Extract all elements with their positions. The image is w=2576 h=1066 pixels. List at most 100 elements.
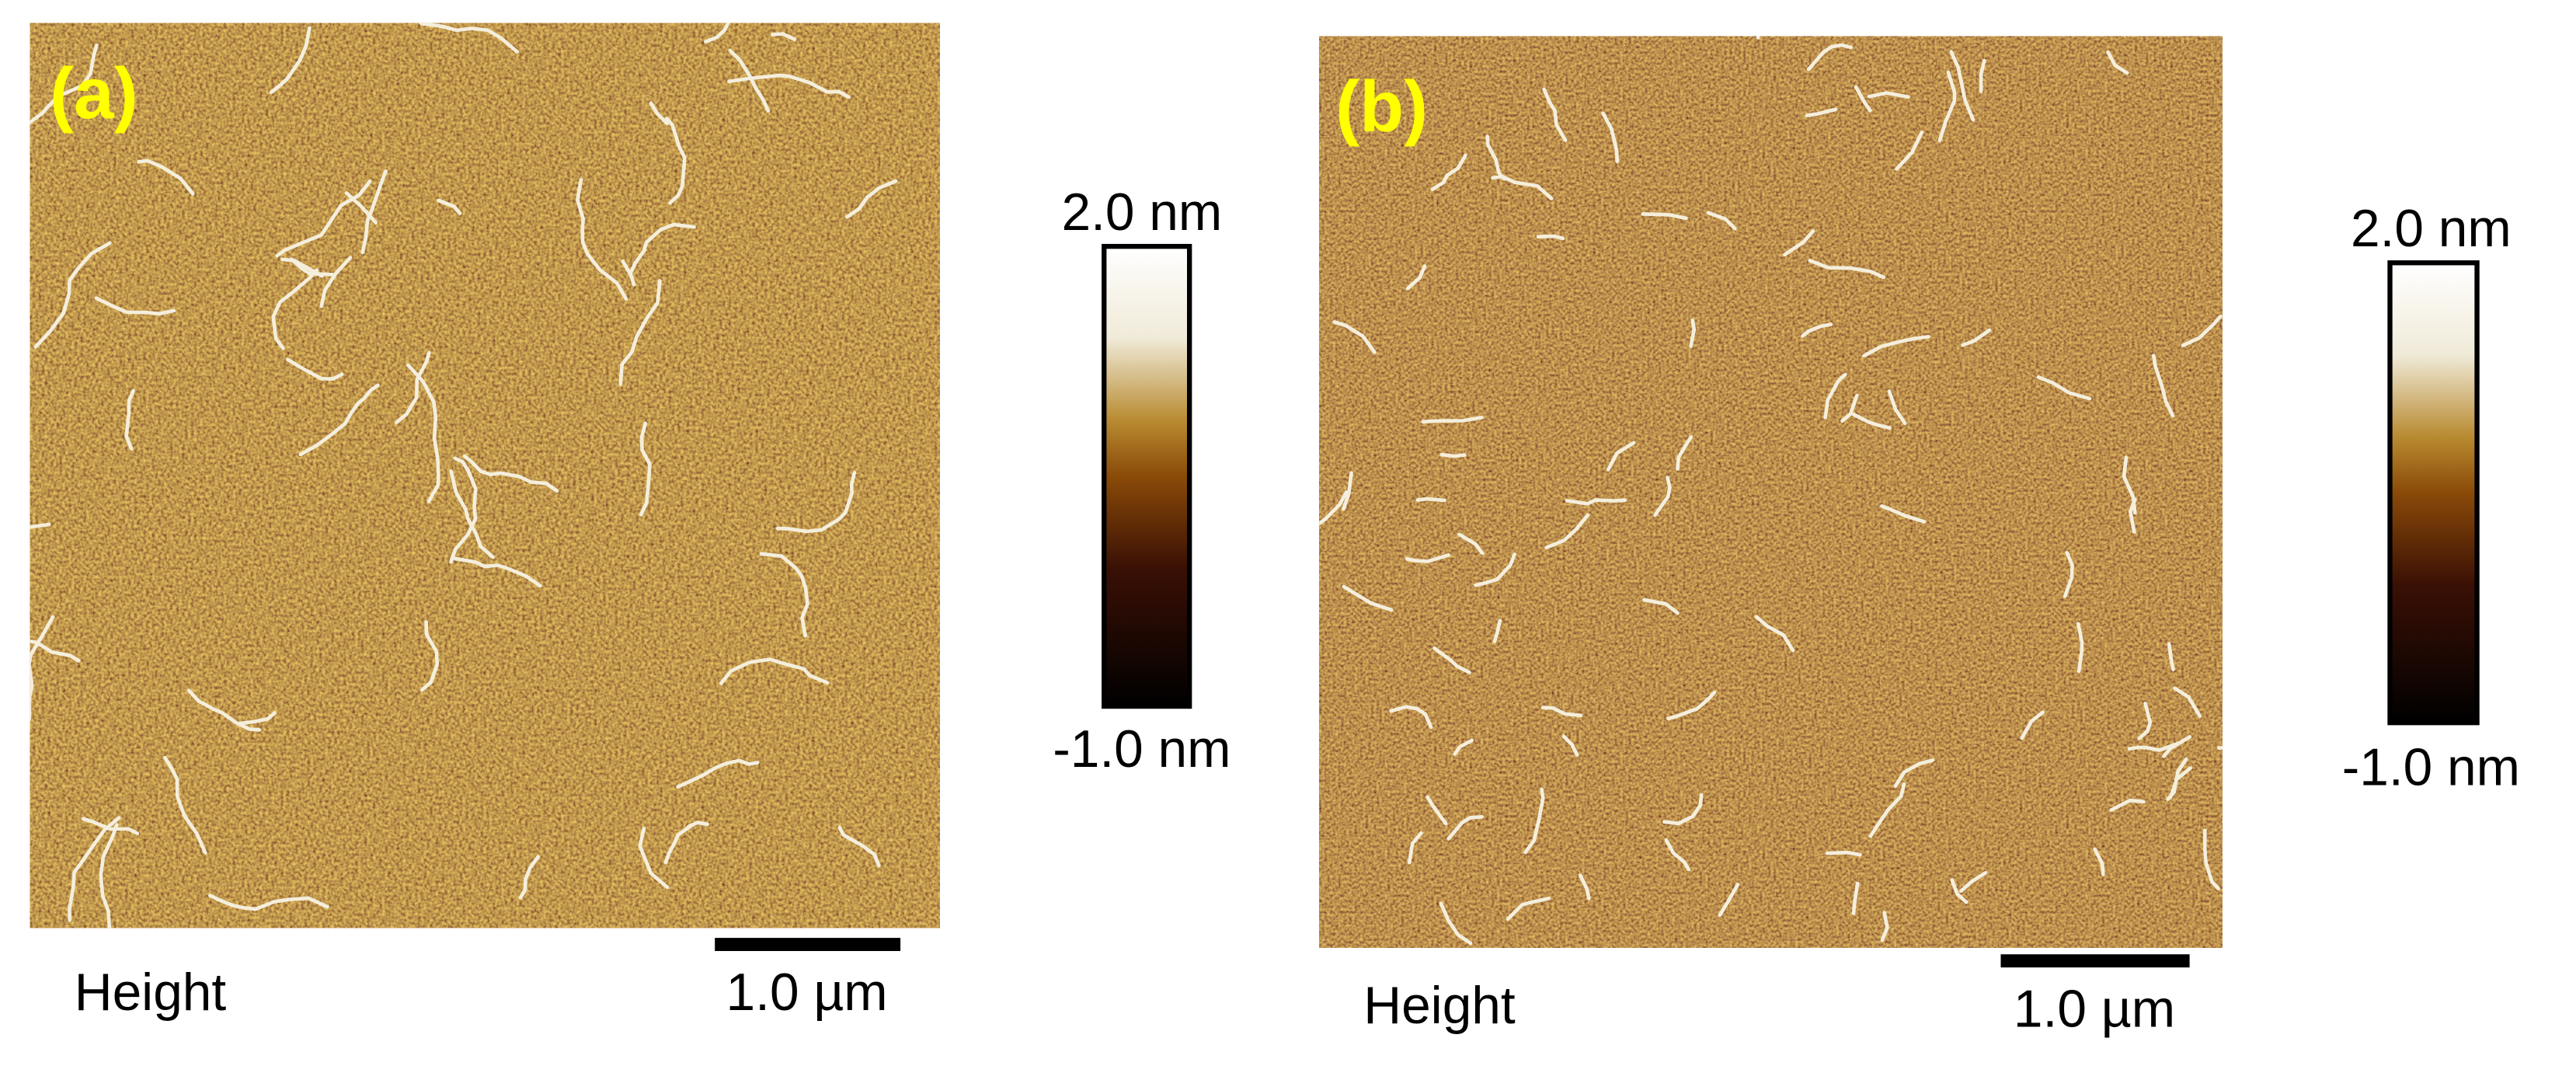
fiber (1851, 881, 1860, 915)
fiber (1880, 504, 1927, 524)
fiber (1666, 690, 1717, 721)
fiber (1949, 50, 1976, 122)
fiber (1492, 618, 1502, 643)
fiber (94, 296, 176, 316)
fiber (81, 817, 140, 835)
fiber (33, 241, 112, 349)
fiber (1540, 705, 1583, 718)
fiber (649, 101, 670, 126)
fiber (2166, 757, 2188, 802)
afm-image (1319, 36, 2223, 948)
fiber (2106, 50, 2129, 75)
fiber (1895, 131, 1924, 171)
fiber (1806, 43, 1854, 71)
fiber (1862, 335, 1930, 358)
fiber (30, 615, 55, 723)
fiber (1606, 441, 1636, 472)
fiber (1601, 111, 1620, 164)
fiber (1854, 85, 1872, 113)
colorbar-max: 2.0 nm (1061, 183, 1222, 242)
fiber (449, 456, 478, 564)
fiber (1756, 36, 1760, 40)
fiber (163, 755, 207, 855)
height-label: Height (1363, 977, 1516, 1035)
fiber (1474, 552, 1517, 587)
fiber (269, 26, 312, 95)
fiber (1783, 229, 1815, 256)
colorbar (1102, 243, 1192, 709)
fiber (621, 259, 636, 287)
fiber (2202, 828, 2220, 891)
fiber (68, 816, 121, 922)
fiber (1800, 322, 1833, 338)
fiber (1523, 787, 1545, 855)
scale-bar (715, 938, 901, 952)
fiber (1642, 597, 1680, 615)
fiber (406, 363, 440, 503)
fiber (1676, 435, 1694, 471)
fiber (1823, 372, 1847, 420)
fiber (1641, 212, 1688, 221)
fiber (1342, 471, 1353, 511)
fiber (1432, 646, 1471, 674)
fiber (2167, 642, 2175, 672)
fiber (1867, 91, 1910, 99)
fiber (1446, 814, 1484, 841)
fiber (2151, 354, 2175, 418)
fiber (1808, 258, 1886, 280)
fiber (1937, 70, 1957, 143)
fiber (1544, 513, 1590, 550)
fiber (360, 169, 388, 255)
fiber (2093, 847, 2105, 876)
colorbar-min: -1.0 nm (1053, 720, 1231, 779)
fiber (518, 855, 541, 900)
fiber (418, 23, 520, 54)
fiber (419, 620, 440, 692)
fiber (663, 824, 693, 865)
fiber (771, 32, 797, 42)
fiber (727, 73, 851, 99)
fiber (1979, 58, 1986, 93)
fiber (1536, 234, 1565, 241)
fiber (1805, 107, 1838, 117)
fibers (30, 23, 898, 928)
fiber (704, 23, 730, 44)
fiber (1485, 134, 1506, 181)
panel-label: (b) (1335, 66, 1428, 147)
fiber (1887, 389, 1907, 426)
fiber (1319, 490, 1349, 526)
fiber (271, 268, 319, 350)
fiber (719, 657, 830, 685)
fiber (1880, 911, 1889, 942)
fiber (1453, 738, 1474, 756)
fiber (628, 222, 696, 276)
fiber (1893, 758, 1935, 788)
fiber (1959, 871, 1988, 894)
panel-label: (a) (50, 53, 138, 134)
fiber (1457, 532, 1485, 556)
fiber (137, 159, 195, 196)
fibers (1319, 36, 2223, 946)
fiber (286, 357, 344, 381)
fiber (1950, 878, 1969, 904)
fiber (639, 421, 652, 517)
fiber (1342, 584, 1394, 612)
fiber (1407, 831, 1423, 865)
fiber (1868, 782, 1906, 838)
fiber (1491, 174, 1554, 200)
fiber (99, 823, 119, 928)
fiber (759, 552, 809, 638)
height-label: Height (75, 963, 227, 1022)
fiber (638, 826, 670, 890)
fiber (275, 179, 372, 258)
fiber (1542, 87, 1568, 142)
fiber (2109, 798, 2146, 812)
colorbar-min: -1.0 nm (2342, 739, 2520, 797)
panel-b: (b) Height 1.0 µm 2.0 nm -1.0 nm (1319, 36, 2520, 1038)
afm-image (30, 23, 940, 928)
fiber (453, 556, 542, 588)
fiber (319, 256, 353, 308)
fiber (1706, 211, 1737, 231)
fiber (1578, 873, 1591, 901)
